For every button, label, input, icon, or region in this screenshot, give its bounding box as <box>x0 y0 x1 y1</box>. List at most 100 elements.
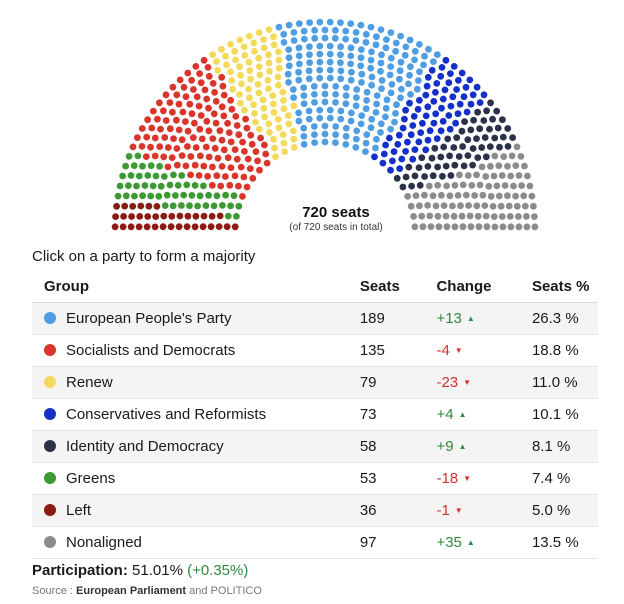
seat-dot <box>496 143 503 151</box>
party-change: +4 <box>436 406 454 423</box>
triangle-up-icon: ▲ <box>466 314 475 323</box>
party-percent: 5.0 % <box>531 494 598 527</box>
seat-dot <box>487 192 495 200</box>
seat-dot <box>135 223 143 231</box>
seat-dot <box>439 95 447 103</box>
seat-dot <box>305 115 313 123</box>
seat-dot <box>173 116 180 124</box>
seat-dot <box>504 143 512 150</box>
seat-dot <box>209 51 217 58</box>
seat-dot <box>295 68 302 76</box>
seat-dot <box>504 192 511 200</box>
seat-dot <box>289 127 297 135</box>
seat-dot <box>352 135 360 143</box>
seat-dot <box>255 63 263 70</box>
seat-dot <box>474 108 481 116</box>
party-change: +13 <box>436 310 462 327</box>
seat-dot <box>173 91 181 99</box>
seat-dot <box>353 127 361 135</box>
seat-dot <box>137 202 145 210</box>
seat-dot <box>521 162 528 170</box>
seat-dot <box>300 124 308 132</box>
seat-dot <box>159 223 167 231</box>
seat-dot <box>151 152 159 160</box>
seat-dot <box>306 43 313 51</box>
seat-dot <box>233 155 241 163</box>
seat-dot <box>449 93 457 101</box>
seat-dot <box>454 110 462 118</box>
seat-dot <box>450 63 458 70</box>
seat-dot <box>208 212 216 220</box>
majority-prompt: Click on a party to form a majority <box>32 248 256 265</box>
seat-dot <box>300 100 308 108</box>
party-row[interactable]: Identity and Democracy 58 +9 ▲ 8.1 % <box>32 430 598 463</box>
seat-dot <box>441 86 449 94</box>
seat-dot <box>446 125 454 133</box>
seat-dot <box>418 154 426 162</box>
seat-dot <box>421 173 428 180</box>
seat-dot <box>223 223 231 231</box>
seat-dot <box>178 136 186 144</box>
party-row[interactable]: Socialists and Democrats 135 -4 ▼ 18.8 % <box>32 334 598 367</box>
seat-dot <box>437 72 445 80</box>
seat-dot <box>387 166 394 174</box>
seat-dot <box>368 115 376 123</box>
seat-dot <box>396 67 404 75</box>
seat-dot <box>465 202 472 209</box>
seat-dot <box>147 192 155 200</box>
seat-dot <box>183 223 191 231</box>
seat-dot <box>178 152 186 160</box>
seat-dot <box>239 193 246 200</box>
seat-dot <box>157 182 165 190</box>
seat-dot <box>506 213 514 220</box>
seat-dot <box>265 26 273 33</box>
seat-dot <box>237 99 244 107</box>
seat-dot <box>246 94 253 102</box>
header-seats: Seats <box>359 270 437 303</box>
seat-dot <box>191 223 199 231</box>
seat-dot <box>144 116 152 124</box>
triangle-down-icon: ▼ <box>454 346 463 355</box>
seat-dot <box>481 202 489 210</box>
party-seats: 36 <box>359 494 437 527</box>
seat-dot <box>240 43 248 51</box>
seat-dot <box>415 164 423 172</box>
triangle-down-icon: ▼ <box>463 378 472 387</box>
seat-dot <box>486 125 493 133</box>
party-change-cell: -18 ▼ <box>436 462 532 495</box>
party-row[interactable]: Renew 79 -23 ▼ 11.0 % <box>32 366 598 399</box>
seat-dot <box>266 129 273 136</box>
party-seats: 189 <box>359 302 437 335</box>
seat-dot <box>348 109 355 117</box>
party-row[interactable]: European People's Party 189 +13 ▲ 26.3 % <box>32 302 598 335</box>
seat-dot <box>416 41 423 48</box>
seat-dot <box>218 73 226 81</box>
seat-dot <box>321 122 329 130</box>
seat-dot <box>444 135 452 143</box>
seat-dot <box>326 18 334 26</box>
seat-dot <box>493 107 501 115</box>
seat-dot <box>254 157 261 165</box>
seat-dot <box>228 77 236 84</box>
seat-dot <box>213 172 221 180</box>
party-row[interactable]: Greens 53 -18 ▼ 7.4 % <box>32 462 598 495</box>
seat-dot <box>494 124 502 132</box>
seat-dot <box>446 152 453 160</box>
seat-dot <box>141 182 149 189</box>
party-row[interactable]: Conservatives and Reformists 73 +4 ▲ 10.1 % <box>32 398 598 431</box>
seat-dot <box>265 51 272 59</box>
seat-dot <box>460 93 468 101</box>
seat-dot <box>337 107 345 115</box>
seat-dot <box>311 26 318 34</box>
seat-dot <box>311 131 318 139</box>
seat-dot <box>295 109 302 117</box>
seat-dot <box>251 110 258 117</box>
seat-dot <box>382 141 389 149</box>
seat-dot <box>121 202 129 210</box>
seat-dot <box>154 115 161 123</box>
seat-dot <box>289 86 297 93</box>
party-row[interactable]: Left 36 -1 ▼ 5.0 % <box>32 494 598 527</box>
party-row[interactable]: Nonaligned 97 +35 ▲ 13.5 % <box>32 526 598 559</box>
seat-dot <box>332 99 339 106</box>
seat-dot <box>212 98 220 105</box>
